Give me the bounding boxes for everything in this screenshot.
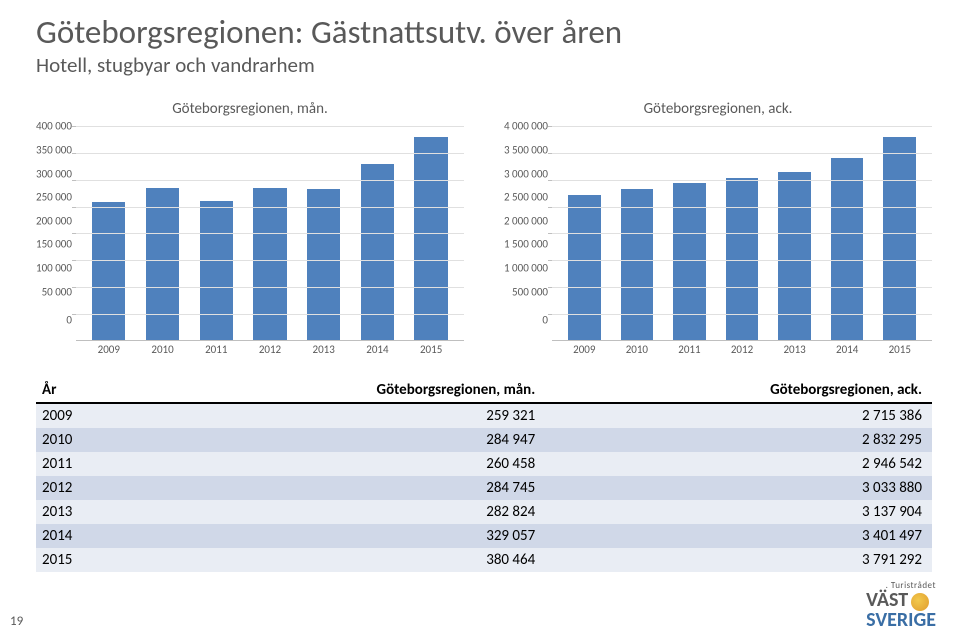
- table-cell: 2014: [36, 524, 143, 548]
- bar: [414, 137, 447, 341]
- y-tick: 150 000: [36, 239, 72, 250]
- table-row: 2009259 3212 715 386: [36, 403, 932, 428]
- x-tick: 2012: [716, 343, 769, 356]
- y-tick: 100 000: [36, 263, 72, 274]
- table-cell: 2 946 542: [545, 452, 932, 476]
- y-tick: 300 000: [36, 168, 72, 179]
- y-tick: 250 000: [36, 192, 72, 203]
- table-row: 2012284 7453 033 880: [36, 476, 932, 500]
- logo: . Turistrådet VÄST SVERIGE: [866, 580, 936, 629]
- y-tick: 2 000 000: [504, 215, 548, 226]
- y-tick: 400 000: [36, 121, 72, 132]
- table-header-year: År: [36, 378, 143, 403]
- chart-right-plot: [552, 126, 932, 341]
- table-cell: 284 947: [143, 428, 545, 452]
- table-cell: 3 033 880: [545, 476, 932, 500]
- x-tick: 2009: [82, 343, 136, 356]
- y-tick: 3 500 000: [504, 144, 548, 155]
- x-tick: 2010: [136, 343, 190, 356]
- table-cell: 3 791 292: [545, 548, 932, 572]
- table-cell: 284 745: [143, 476, 545, 500]
- page-title: Göteborgsregionen: Gästnattsutv. över år…: [36, 14, 932, 50]
- x-tick: 2015: [873, 343, 926, 356]
- table-header-row: År Göteborgsregionen, mån. Göteborgsregi…: [36, 378, 932, 403]
- page-number: 19: [10, 614, 23, 629]
- y-tick: 2 500 000: [504, 192, 548, 203]
- table-cell: 282 824: [143, 500, 545, 524]
- table-body: 2009259 3212 715 3862010284 9472 832 295…: [36, 403, 932, 572]
- table-cell: 329 057: [143, 524, 545, 548]
- y-tick: 1 500 000: [504, 239, 548, 250]
- bar: [307, 189, 340, 340]
- table-cell: 2011: [36, 452, 143, 476]
- table-row: 2014329 0573 401 497: [36, 524, 932, 548]
- chart-left-canvas: 400 000350 000300 000250 000200 000150 0…: [36, 126, 464, 356]
- chart-right-canvas: 4 000 0003 500 0003 000 0002 500 0002 00…: [504, 126, 932, 356]
- bar: [200, 201, 233, 340]
- bar: [253, 188, 286, 340]
- charts-row: Göteborgsregionen, mån. 400 000 350 000 30…: [36, 100, 932, 356]
- x-tick: 2014: [351, 343, 405, 356]
- table-row: 2015380 4643 791 292: [36, 548, 932, 572]
- table-row: 2010284 9472 832 295: [36, 428, 932, 452]
- logo-line1-text: VÄST: [866, 591, 908, 609]
- y-tick: 4 000 000: [504, 121, 548, 132]
- bar: [146, 188, 179, 340]
- logo-line2: SVERIGE: [866, 611, 936, 629]
- bar: [778, 172, 811, 340]
- y-tick: 1 000 000: [504, 263, 548, 274]
- bar: [92, 202, 125, 341]
- bar: [568, 195, 601, 340]
- table-cell: 2 715 386: [545, 403, 932, 428]
- x-tick: 2011: [663, 343, 716, 356]
- chart-left-yaxis: 400 000350 000300 000250 000200 000150 0…: [36, 126, 76, 326]
- table-cell: 260 458: [143, 452, 545, 476]
- table-cell: 2013: [36, 500, 143, 524]
- x-tick: 2013: [768, 343, 821, 356]
- table-cell: 2012: [36, 476, 143, 500]
- table-cell: 2 832 295: [545, 428, 932, 452]
- chart-right-title: Göteborgsregionen, ack.: [504, 100, 932, 118]
- data-table: År Göteborgsregionen, mån. Göteborgsregi…: [36, 378, 932, 572]
- y-tick: 50 000: [42, 286, 72, 297]
- y-tick: 350 000: [36, 144, 72, 155]
- table-cell: 2010: [36, 428, 143, 452]
- y-tick: 0: [66, 315, 72, 326]
- table-cell: 259 321: [143, 403, 545, 428]
- table-header-ack: Göteborgsregionen, ack.: [545, 378, 932, 403]
- x-tick: 2013: [297, 343, 351, 356]
- x-tick: 2010: [611, 343, 664, 356]
- chart-right-xaxis: 2009201020112012201320142015: [552, 341, 932, 356]
- table-row: 2011260 4582 946 542: [36, 452, 932, 476]
- page-subtitle: Hotell, stugbyar och vandrarhem: [36, 52, 932, 78]
- table-cell: 3 401 497: [545, 524, 932, 548]
- chart-right: Göteborgsregionen, ack. 4 000 000 3 500 0…: [504, 100, 932, 356]
- chart-left: Göteborgsregionen, mån. 400 000 350 000 30…: [36, 100, 464, 356]
- x-tick: 2011: [189, 343, 243, 356]
- x-tick: 2009: [558, 343, 611, 356]
- y-tick: 0: [542, 315, 548, 326]
- chart-left-title: Göteborgsregionen, mån.: [36, 100, 464, 118]
- table-cell: 2015: [36, 548, 143, 572]
- chart-right-yaxis: 4 000 0003 500 0003 000 0002 500 0002 00…: [504, 126, 552, 326]
- table-cell: 380 464: [143, 548, 545, 572]
- bar: [621, 189, 654, 341]
- bar: [883, 137, 916, 340]
- table-cell: 3 137 904: [545, 500, 932, 524]
- x-tick: 2014: [821, 343, 874, 356]
- table-row: 2013282 8243 137 904: [36, 500, 932, 524]
- x-tick: 2015: [404, 343, 458, 356]
- table-header-month: Göteborgsregionen, mån.: [143, 378, 545, 403]
- table-cell: 2009: [36, 403, 143, 428]
- x-tick: 2012: [243, 343, 297, 356]
- y-tick: 200 000: [36, 215, 72, 226]
- chart-left-plot: [76, 126, 464, 341]
- y-tick: 3 000 000: [504, 168, 548, 179]
- y-tick: 500 000: [512, 286, 548, 297]
- chart-left-xaxis: 2009201020112012201320142015: [76, 341, 464, 356]
